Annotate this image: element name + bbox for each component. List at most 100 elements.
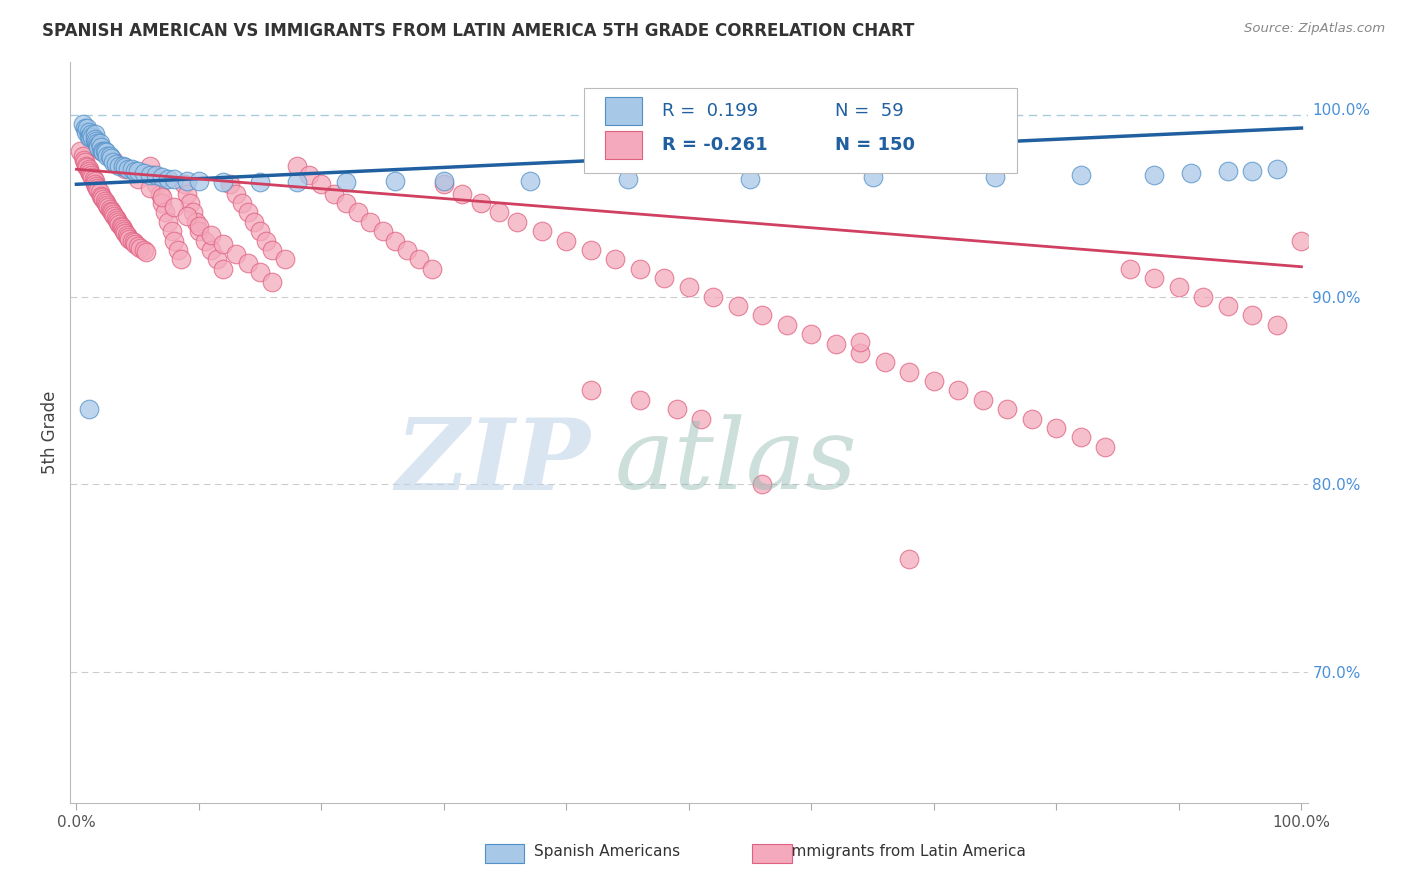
Point [150, 190, 173, 204]
Text: atlas: atlas [614, 415, 858, 510]
Point [101, 153, 124, 167]
Point [167, 243, 190, 257]
Point [359, 215, 381, 229]
Point [104, 156, 127, 170]
Point [298, 168, 321, 182]
Point [157, 171, 180, 186]
Point [124, 164, 146, 178]
Point [1094, 440, 1116, 454]
Point [101, 205, 124, 219]
Point [112, 224, 135, 238]
Point [751, 477, 773, 491]
Point [470, 196, 492, 211]
Point [91, 190, 114, 204]
Point [628, 261, 651, 276]
Point [187, 224, 209, 238]
Point [98, 149, 121, 163]
Point [262, 243, 284, 257]
Point [972, 392, 994, 407]
Point [94, 145, 117, 160]
Point [225, 186, 247, 201]
Point [110, 219, 132, 233]
Text: SPANISH AMERICAN VS IMMIGRANTS FROM LATIN AMERICA 5TH GRADE CORRELATION CHART: SPANISH AMERICAN VS IMMIGRANTS FROM LATI… [42, 22, 914, 40]
Point [93, 192, 115, 206]
Point [776, 318, 799, 332]
Point [72, 117, 94, 131]
Point [530, 224, 553, 238]
Text: Spanish Americans: Spanish Americans [534, 845, 681, 859]
Point [90, 188, 112, 202]
Point [114, 162, 136, 177]
Point [873, 355, 896, 369]
Point [73, 154, 96, 169]
Point [93, 145, 115, 160]
FancyBboxPatch shape [583, 88, 1017, 173]
Point [97, 200, 120, 214]
Point [176, 209, 198, 223]
Bar [605, 130, 643, 159]
Point [86, 181, 108, 195]
Point [1070, 168, 1092, 182]
Point [1045, 421, 1067, 435]
Point [141, 168, 163, 182]
Point [77, 402, 100, 417]
Point [1070, 430, 1092, 444]
Point [1143, 168, 1166, 182]
Point [433, 178, 456, 192]
Point [150, 196, 173, 211]
Point [96, 149, 118, 163]
Y-axis label: 5th Grade: 5th Grade [41, 391, 59, 475]
Point [207, 252, 229, 267]
Point [984, 169, 1007, 184]
Point [135, 244, 157, 259]
Point [77, 164, 100, 178]
Text: Source: ZipAtlas.com: Source: ZipAtlas.com [1244, 22, 1385, 36]
Point [273, 252, 295, 267]
Point [800, 327, 823, 342]
Point [79, 130, 101, 145]
Point [73, 121, 96, 136]
Point [93, 144, 115, 158]
Point [83, 127, 105, 141]
Point [124, 237, 146, 252]
Point [98, 202, 121, 216]
Point [488, 205, 510, 219]
Point [82, 169, 104, 184]
Point [1119, 261, 1142, 276]
Point [90, 144, 112, 158]
Point [451, 186, 474, 201]
Point [506, 215, 529, 229]
Point [75, 125, 97, 139]
Point [163, 171, 186, 186]
Point [579, 243, 602, 257]
Point [77, 130, 100, 145]
Point [1180, 166, 1202, 180]
Point [225, 246, 247, 260]
Point [997, 402, 1019, 417]
Point [898, 552, 921, 566]
Point [898, 365, 921, 379]
Point [111, 220, 134, 235]
Point [249, 224, 271, 238]
Point [243, 215, 266, 229]
Bar [605, 97, 643, 126]
Point [702, 290, 724, 304]
Point [129, 241, 152, 255]
Point [212, 237, 235, 252]
Point [420, 261, 443, 276]
Point [194, 234, 217, 248]
Point [231, 196, 253, 211]
Point [849, 346, 872, 360]
Point [108, 217, 131, 231]
Point [236, 256, 259, 270]
Text: N = 150: N = 150 [835, 136, 915, 153]
Point [1216, 164, 1239, 178]
Point [262, 275, 284, 289]
Point [103, 209, 125, 223]
Point [76, 121, 98, 136]
Point [127, 171, 149, 186]
Point [218, 178, 240, 192]
Point [127, 164, 149, 178]
Point [121, 234, 143, 248]
Point [69, 144, 91, 158]
